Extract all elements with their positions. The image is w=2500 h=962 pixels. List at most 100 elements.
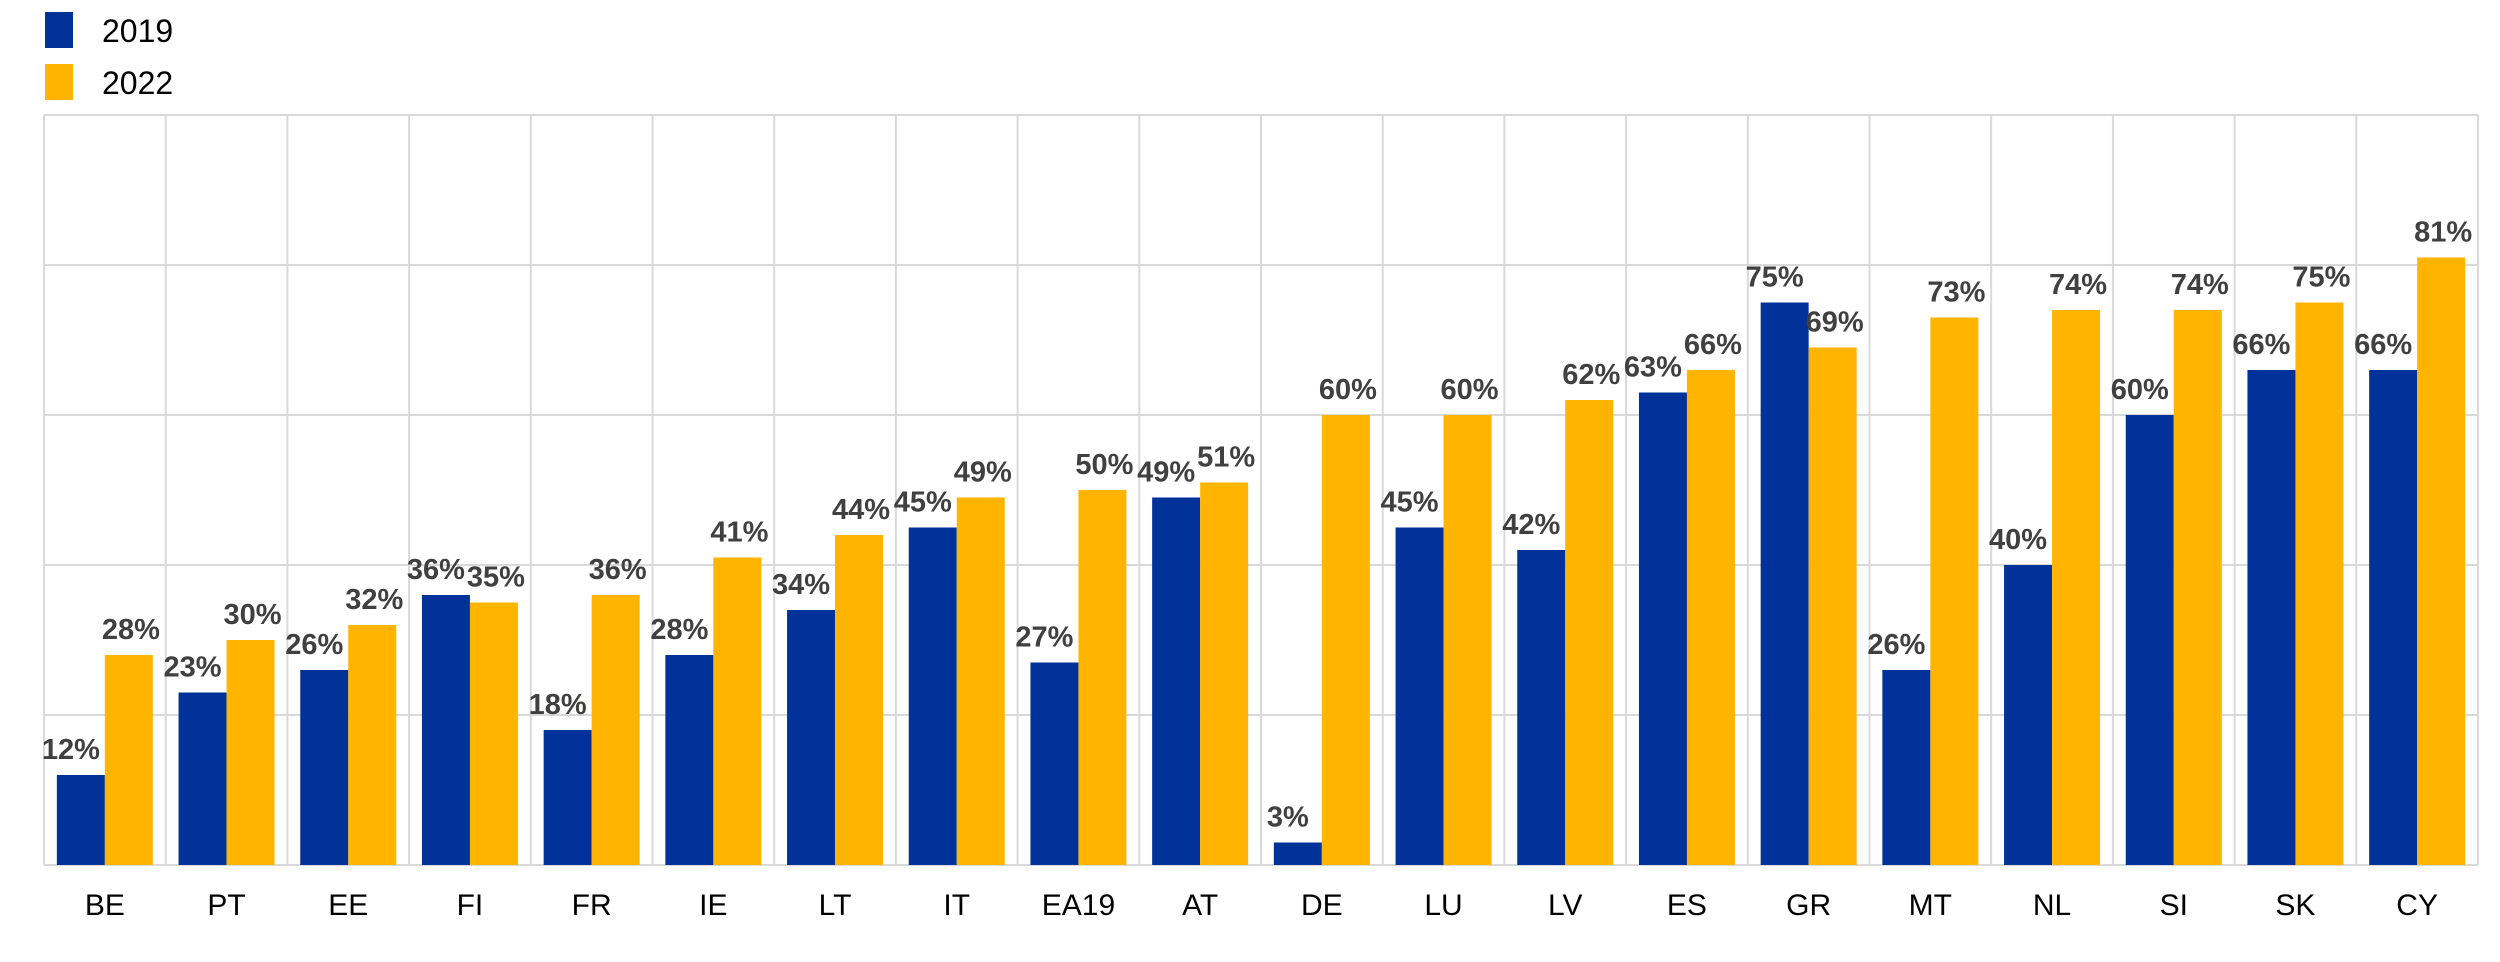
bar-2022-LT — [835, 535, 884, 865]
bar-2022-SI — [2173, 310, 2222, 865]
data-label-2019-FR: 18% — [529, 689, 587, 721]
bar-2019-BE — [56, 775, 105, 865]
bar-2022-BE — [104, 655, 153, 865]
data-label-2019-LU: 45% — [1381, 487, 1439, 519]
bar-2022-SK — [2295, 302, 2344, 865]
bar-2022-MT — [1930, 317, 1979, 865]
gridlines — [43, 114, 2479, 866]
bar-2022-LU — [1443, 415, 1492, 865]
data-label-2022-NL: 74% — [2049, 269, 2107, 301]
data-label-2019-IE: 28% — [650, 614, 708, 646]
bar-2022-LV — [1565, 400, 1614, 865]
bar-2019-PT — [178, 692, 227, 865]
bar-2022-ES — [1686, 370, 1735, 865]
bar-2019-AT — [1152, 497, 1201, 865]
data-label-2019-PT: 23% — [164, 652, 222, 684]
data-label-2019-IT: 45% — [894, 487, 952, 519]
data-label-2022-CY: 81% — [2414, 217, 2472, 249]
data-label-2019-LT: 34% — [772, 569, 830, 601]
bar-2019-SI — [2125, 415, 2174, 865]
x-tick-label: LT — [819, 889, 852, 922]
bar-2022-DE — [1321, 415, 1370, 865]
data-label-2019-AT: 49% — [1137, 457, 1195, 489]
bar-2022-EA19 — [1078, 490, 1127, 865]
bar-2022-AT — [1200, 482, 1249, 865]
x-tick-label: FI — [457, 889, 484, 922]
data-label-2022-AT: 51% — [1197, 442, 1255, 474]
bar-2022-IE — [713, 557, 762, 865]
data-label-2022-ES: 66% — [1684, 329, 1742, 361]
data-label-2019-SI: 60% — [2111, 374, 2169, 406]
bar-2019-NL — [2004, 565, 2053, 865]
bar-2019-LU — [1395, 527, 1444, 865]
x-tick-label: DE — [1301, 889, 1343, 922]
data-label-2022-EA19: 50% — [1075, 449, 1133, 481]
x-tick-label: AT — [1182, 889, 1218, 922]
x-tick-label: ES — [1667, 889, 1707, 922]
bar-2019-LT — [787, 610, 836, 865]
data-label-2019-EA19: 27% — [1015, 622, 1073, 654]
x-tick-label: NL — [2033, 889, 2071, 922]
bar-2022-CY — [2417, 257, 2466, 865]
x-tick-label: SK — [2275, 889, 2315, 922]
data-label-2019-LV: 42% — [1502, 509, 1560, 541]
bar-2019-LV — [1517, 550, 1566, 865]
data-label-2022-BE: 28% — [102, 614, 160, 646]
x-tick-label: CY — [2396, 889, 2438, 922]
bar-2019-MT — [1882, 670, 1931, 865]
legend-swatch-2019 — [45, 12, 73, 48]
data-label-2019-FI: 36% — [407, 554, 465, 586]
data-label-2022-FI: 35% — [467, 562, 525, 594]
data-label-2022-DE: 60% — [1319, 374, 1377, 406]
x-tick-label: IT — [943, 889, 970, 922]
x-tick-label: SI — [2160, 889, 2188, 922]
data-label-2019-SK: 66% — [2232, 329, 2290, 361]
x-tick-label: BE — [85, 889, 125, 922]
data-label-2019-NL: 40% — [1989, 524, 2047, 556]
data-label-2019-GR: 75% — [1746, 262, 1804, 294]
bar-2022-FI — [469, 602, 518, 865]
data-label-2022-LU: 60% — [1441, 374, 1499, 406]
bar-2022-GR — [1808, 347, 1857, 865]
x-tick-label: MT — [1909, 889, 1952, 922]
data-labels: 12%28%23%30%26%32%36% 35%18%36%28%41%34%4… — [42, 217, 2473, 834]
x-tick-label: EE — [328, 889, 368, 922]
bar-2019-IE — [665, 655, 714, 865]
bar-2019-ES — [1638, 392, 1687, 865]
data-label-2022-LT: 44% — [832, 494, 890, 526]
bar-2019-IT — [908, 527, 957, 865]
data-label-2019-DE: 3% — [1267, 802, 1309, 834]
bar-2022-NL — [2052, 310, 2101, 865]
x-tick-label: EA19 — [1042, 889, 1115, 922]
data-label-2019-MT: 26% — [1867, 629, 1925, 661]
bar-2022-IT — [956, 497, 1005, 865]
bar-2019-EE — [300, 670, 349, 865]
legend-label: 2019 — [102, 13, 173, 49]
bars — [56, 257, 2466, 865]
data-label-2019-BE: 12% — [42, 734, 100, 766]
bar-2022-PT — [226, 640, 275, 865]
x-tick-label: IE — [699, 889, 727, 922]
bar-2019-DE — [1273, 842, 1322, 865]
data-label-2022-IT: 49% — [954, 457, 1012, 489]
x-tick-label: GR — [1786, 889, 1831, 922]
bar-2019-EA19 — [1030, 662, 1079, 865]
data-label-2022-FR: 36% — [589, 554, 647, 586]
data-label-2022-EE: 32% — [345, 584, 403, 616]
legend-swatch-2022 — [45, 64, 73, 100]
bar-2022-EE — [348, 625, 397, 865]
legend-label: 2022 — [102, 65, 173, 101]
x-axis-ticks: BE PT EE FI FR IE LT IT EA19 AT DE LU LV ES GR MT NL SI SK… — [85, 889, 2438, 922]
data-label-2022-GR: 69% — [1806, 307, 1864, 339]
data-label-2022-LV: 62% — [1562, 359, 1620, 391]
bar-2022-FR — [591, 595, 640, 865]
legend: 2019 2022 — [45, 12, 173, 101]
bar-2019-GR — [1760, 302, 1809, 865]
data-label-2019-EE: 26% — [285, 629, 343, 661]
bar-2019-FI — [421, 595, 470, 865]
data-label-2022-SK: 75% — [2292, 262, 2350, 294]
x-tick-label: LV — [1548, 889, 1582, 922]
data-label-2019-CY: 66% — [2354, 329, 2412, 361]
bar-2019-CY — [2369, 370, 2418, 865]
